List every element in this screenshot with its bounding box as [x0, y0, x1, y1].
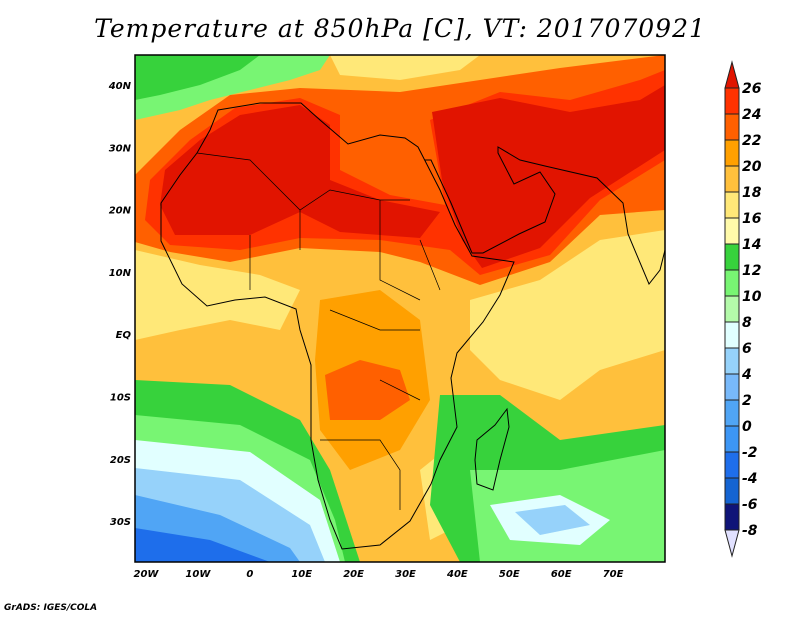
x-axis-ticks: 20W 10W 0 10E 20E 30E 40E 50E 60E 70E	[134, 569, 624, 580]
field-south-orange-red	[325, 360, 410, 420]
colorbar-label: 24	[742, 107, 761, 123]
coastlines	[160, 102, 665, 550]
colorbar-label: 14	[742, 237, 761, 253]
colorbar-swatch	[724, 347, 740, 375]
chart-title: Temperature at 850hPa [C], VT: 201707092…	[94, 14, 706, 43]
x-tick-label: 10E	[291, 569, 312, 580]
colorbar-label: 20	[742, 159, 762, 175]
colorbar-label: -8	[742, 523, 758, 539]
colorbar-swatch	[724, 477, 740, 505]
colorbar-label: 18	[742, 185, 762, 201]
colorbar-arrow-bottom	[724, 529, 740, 558]
field-top-yellow	[330, 55, 480, 80]
x-tick-label: 30E	[395, 569, 416, 580]
colorbar-label: -2	[742, 445, 758, 461]
colorbar-label: -6	[742, 497, 758, 513]
colorbar-swatch	[724, 373, 740, 401]
x-tick-label: 60E	[551, 569, 572, 580]
colorbar-swatch	[724, 295, 740, 323]
colorbar-swatch	[724, 399, 740, 427]
x-tick-label: 70E	[603, 569, 624, 580]
y-tick-label: 10N	[109, 268, 132, 279]
colorbar-swatch	[724, 191, 740, 219]
colorbar-swatch	[724, 269, 740, 297]
x-tick-label: 20W	[134, 569, 160, 580]
colorbar-label: 12	[742, 263, 761, 279]
colorbar-label: 16	[742, 211, 762, 227]
colorbar-arrow-top	[724, 60, 740, 89]
x-tick-label: 40E	[446, 569, 468, 580]
colorbar-label: 2	[742, 393, 752, 409]
y-tick-label: 20S	[110, 455, 131, 466]
field-top-left-dkgreen	[135, 55, 260, 100]
x-tick-label: 50E	[499, 569, 520, 580]
y-tick-label: 40N	[108, 81, 132, 92]
map-frame	[134, 54, 666, 563]
y-tick-label: 20N	[109, 206, 132, 217]
colorbar-swatch	[724, 165, 740, 193]
arabia-coastline	[425, 146, 665, 285]
colorbar-label: 6	[742, 341, 752, 357]
colorbar-swatch	[724, 425, 740, 453]
colorbar-label: 8	[742, 315, 752, 331]
y-tick-label: EQ	[116, 330, 132, 341]
field-arabia-darkred	[432, 85, 665, 268]
colorbar-label: 26	[742, 81, 762, 97]
x-tick-label: 0	[246, 569, 253, 580]
colorbar-label: -4	[742, 471, 758, 487]
colorbar-swatch	[724, 321, 740, 349]
colorbar-swatch	[724, 113, 740, 141]
colorbar-swatch	[724, 139, 740, 167]
x-tick-label: 10W	[185, 569, 211, 580]
field-sahara-darkred	[160, 105, 440, 238]
field-indian-lightblue	[515, 505, 590, 535]
field-east-yellow	[470, 230, 665, 400]
y-tick-label: 30N	[109, 143, 132, 154]
field-south-darkblue	[135, 528, 270, 562]
colorbar-swatch	[724, 451, 740, 479]
colorbar-swatch	[724, 243, 740, 271]
colorbar-label: 4	[741, 367, 752, 383]
y-tick-label: 30S	[110, 517, 131, 528]
colorbar-label: 0	[742, 419, 752, 435]
colorbar-swatch	[724, 217, 740, 245]
madagascar-coastline	[474, 407, 510, 491]
colorbar-label: 22	[742, 133, 761, 149]
x-tick-label: 20E	[343, 569, 364, 580]
colorbar-label: 10	[742, 289, 762, 305]
colorbar-swatch	[724, 87, 740, 115]
borders	[196, 152, 441, 510]
grads-credit: GrADS: IGES/COLA	[4, 603, 98, 613]
africa-coastline	[160, 102, 515, 550]
y-tick-label: 10S	[110, 393, 131, 404]
y-axis-ticks: 40N 30N 20N 10N EQ 10S 20S 30S	[108, 81, 132, 528]
colorbar-swatch	[724, 503, 740, 531]
